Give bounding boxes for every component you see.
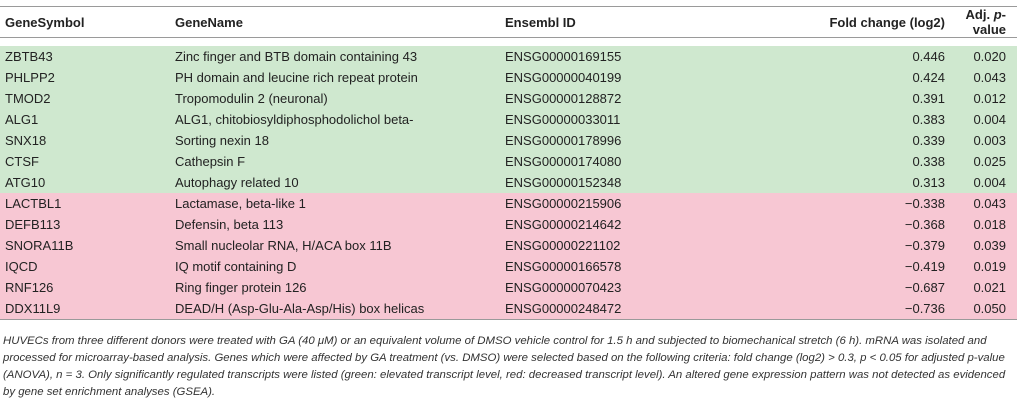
cell-gene-symbol: SNX18	[5, 133, 47, 148]
table-row: ALG1 ALG1, chitobiosyldiphosphodolichol b…	[0, 109, 1017, 130]
cell-ensembl-id: ENSG00000215906	[505, 196, 622, 211]
table-row: CTSF Cathepsin F ENSG00000174080 0.338 0.025	[0, 151, 1017, 172]
cell-adj-p-value: 0.004	[973, 175, 1006, 190]
table-spacer-row	[0, 38, 1017, 47]
cell-gene-name: Sorting nexin 18	[175, 133, 269, 148]
header-gene-name: GeneName	[165, 6, 495, 38]
cell-fold-change: 0.424	[912, 70, 945, 85]
cell-gene-symbol: DEFB113	[5, 217, 61, 232]
cell-fold-change: 0.446	[912, 49, 945, 64]
cell-gene-name: Tropomodulin 2 (neuronal)	[175, 91, 328, 106]
cell-gene-name: Ring finger protein 126	[175, 280, 307, 295]
cell-gene-name: Small nucleolar RNA, H/ACA box 11B	[175, 238, 392, 253]
table-row: DDX11L9 DEAD/H (Asp-Glu-Ala-Asp/His) box …	[0, 298, 1017, 320]
cell-adj-p-value: 0.003	[973, 133, 1006, 148]
cell-gene-symbol: LACTBL1	[5, 196, 62, 211]
cell-gene-name: Zinc finger and BTB domain containing 43	[175, 49, 418, 64]
cell-gene-symbol: ATG10	[5, 175, 46, 190]
header-adj-p-value: Adj. p-value	[945, 6, 1017, 38]
cell-gene-name: Defensin, beta 113	[175, 217, 284, 232]
table-body: ZBTB43 Zinc finger and BTB domain contain…	[0, 38, 1017, 320]
cell-ensembl-id: ENSG00000128872	[505, 91, 622, 106]
cell-fold-change: −0.419	[904, 259, 945, 274]
cell-gene-name: Autophagy related 10	[175, 175, 299, 190]
cell-gene-symbol: TMOD2	[5, 91, 51, 106]
table-row: TMOD2 Tropomodulin 2 (neuronal) ENSG000001…	[0, 88, 1017, 109]
table-row: SNX18 Sorting nexin 18 ENSG00000178996 0.33…	[0, 130, 1017, 151]
cell-adj-p-value: 0.043	[973, 196, 1006, 211]
cell-ensembl-id: ENSG00000178996	[505, 133, 622, 148]
table-row: IQCD IQ motif containing D ENSG00000166578…	[0, 256, 1017, 277]
cell-fold-change: −0.736	[705, 298, 945, 320]
cell-ensembl-id: ENSG00000033011	[505, 112, 621, 127]
cell-gene-name: DEAD/H (Asp-Glu-Ala-Asp/His) box helicas	[165, 298, 495, 320]
cell-adj-p-value: 0.012	[973, 91, 1006, 106]
cell-fold-change: −0.687	[904, 280, 945, 295]
cell-adj-p-value: 0.018	[973, 217, 1006, 232]
table-row: LACTBL1 Lactamase, beta-like 1 ENSG0000021…	[0, 193, 1017, 214]
cell-adj-p-value: 0.019	[973, 259, 1006, 274]
cell-fold-change: −0.379	[904, 238, 945, 253]
cell-gene-symbol: ZBTB43	[5, 49, 53, 64]
cell-adj-p-value: 0.025	[973, 154, 1006, 169]
cell-gene-symbol: SNORA11B	[5, 238, 74, 253]
cell-adj-p-value: 0.043	[973, 70, 1006, 85]
cell-gene-name: Lactamase, beta-like 1	[175, 196, 306, 211]
cell-fold-change: 0.338	[912, 154, 945, 169]
cell-gene-symbol: ALG1	[5, 112, 39, 127]
cell-ensembl-id: ENSG00000169155	[505, 49, 622, 64]
cell-fold-change: 0.339	[912, 133, 945, 148]
cell-ensembl-id: ENSG00000221102	[505, 238, 621, 253]
cell-adj-p-value: 0.004	[973, 112, 1006, 127]
cell-gene-name: Cathepsin F	[175, 154, 246, 169]
table-row: DEFB113 Defensin, beta 113 ENSG00000214642…	[0, 214, 1017, 235]
gene-regulation-table: GeneSymbol GeneName Ensembl ID Fold chan…	[0, 6, 1017, 320]
header-gene-symbol: GeneSymbol	[0, 6, 165, 38]
table-row: SNORA11B Small nucleolar RNA, H/ACA box 1…	[0, 235, 1017, 256]
cell-gene-symbol: CTSF	[5, 154, 39, 169]
cell-adj-p-value: 0.020	[973, 49, 1006, 64]
cell-gene-symbol: RNF126	[5, 280, 54, 295]
cell-gene-symbol: PHLPP2	[5, 70, 55, 85]
cell-gene-symbol: IQCD	[5, 259, 38, 274]
table-row: ZBTB43 Zinc finger and BTB domain contain…	[0, 46, 1017, 67]
cell-gene-symbol: DDX11L9	[0, 298, 165, 320]
cell-fold-change: 0.383	[912, 112, 945, 127]
table-footnote: HUVECs from three different donors were …	[3, 335, 1006, 398]
cell-adj-p-value: 0.021	[973, 280, 1006, 295]
cell-ensembl-id: ENSG00000040199	[505, 70, 622, 85]
table-row: ATG10 Autophagy related 10 ENSG00000152348…	[0, 172, 1017, 193]
table-header: GeneSymbol GeneName Ensembl ID Fold chan…	[0, 6, 1017, 38]
cell-gene-name: ALG1, chitobiosyldiphosphodolichol beta-	[175, 112, 414, 127]
cell-ensembl-id: ENSG00000214642	[505, 217, 622, 232]
cell-ensembl-id: ENSG00000174080	[505, 154, 622, 169]
cell-gene-name: IQ motif containing D	[175, 259, 297, 274]
cell-fold-change: −0.338	[904, 196, 945, 211]
table-row: RNF126 Ring finger protein 126 ENSG0000007…	[0, 277, 1017, 298]
cell-fold-change: 0.313	[912, 175, 945, 190]
cell-ensembl-id: ENSG00000248472	[495, 298, 705, 320]
header-fold-change: Fold change (log2)	[705, 6, 945, 38]
cell-adj-p-value: 0.050	[945, 298, 1017, 320]
cell-fold-change: −0.368	[904, 217, 945, 232]
cell-fold-change: 0.391	[912, 91, 945, 106]
cell-adj-p-value: 0.039	[973, 238, 1006, 253]
table-row: PHLPP2 PH domain and leucine rich repeat …	[0, 67, 1017, 88]
cell-ensembl-id: ENSG00000152348	[505, 175, 622, 190]
cell-ensembl-id: ENSG00000070423	[505, 280, 622, 295]
cell-ensembl-id: ENSG00000166578	[505, 259, 622, 274]
cell-gene-name: PH domain and leucine rich repeat protei…	[175, 70, 418, 85]
header-ensembl-id: Ensembl ID	[495, 6, 705, 38]
